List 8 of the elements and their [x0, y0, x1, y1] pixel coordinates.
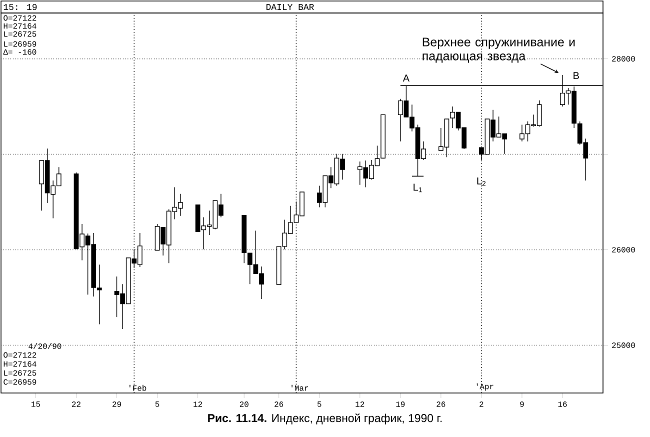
text: Рис. 11.14. Индекс, дневной график, 1990 г.	[208, 414, 442, 424]
annotation: Верхнее спружинивание и падающая звезда	[422, 38, 575, 63]
text: DAILY BAR	[266, 4, 314, 10]
annotation: L$_{2}$	[477, 178, 486, 186]
text: 15: 19	[4, 4, 37, 10]
annotation: A	[402, 74, 410, 82]
annotation: B	[574, 72, 579, 80]
annotation: L$_{1}$	[414, 184, 422, 192]
